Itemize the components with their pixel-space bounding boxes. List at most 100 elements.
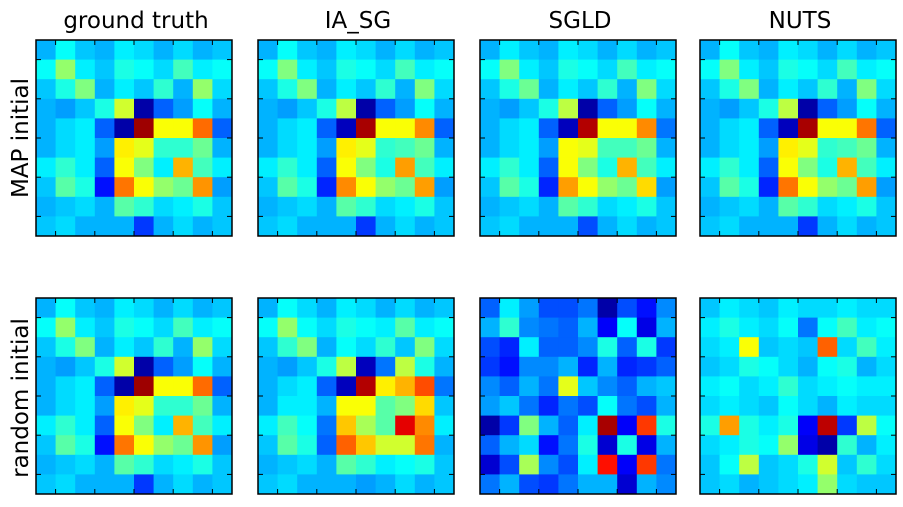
heatmap-cell (336, 216, 357, 237)
heatmap-cell (798, 79, 818, 100)
heatmap-cell (798, 356, 818, 377)
heatmap-cell (36, 376, 56, 397)
heatmap-cell (212, 40, 233, 60)
heatmap-cell (336, 59, 357, 80)
heatmap-cell (798, 98, 818, 119)
heatmap-cell (758, 216, 779, 237)
heatmap-cell (597, 396, 618, 416)
heatmap-cell (277, 157, 298, 178)
heatmap-cell (414, 356, 435, 377)
heatmap-cell (375, 79, 396, 100)
heatmap-cell (719, 396, 740, 416)
heatmap-cell (817, 118, 838, 139)
heatmap-cell (519, 40, 540, 60)
heatmap-cell (114, 98, 135, 119)
heatmap-cell (778, 118, 799, 139)
heatmap-cell (277, 196, 298, 217)
heatmap-cell (36, 415, 56, 436)
heatmap-cell (316, 79, 337, 100)
heatmap-cell (153, 157, 174, 178)
heatmap-cell (876, 59, 897, 80)
heatmap-cell (434, 298, 455, 318)
heatmap-cell (739, 40, 760, 60)
heatmap-cell (336, 376, 357, 397)
heatmap-cell (837, 435, 858, 456)
heatmap-cell (336, 474, 357, 495)
heatmap-cell (173, 376, 194, 397)
heatmap-cell (480, 79, 500, 100)
heatmap-cell (617, 118, 638, 139)
heatmap-cell (538, 59, 559, 80)
heatmap-cell (538, 216, 559, 237)
heatmap-cell (134, 59, 154, 80)
heatmap-cell (758, 138, 779, 158)
heatmap-cell (36, 196, 56, 217)
heatmap-cell (700, 118, 720, 139)
heatmap-cell (758, 118, 779, 139)
heatmap-cell (739, 177, 760, 198)
heatmap-cell (856, 177, 877, 198)
heatmap-cell (55, 118, 76, 139)
heatmap-cell (837, 415, 858, 436)
heatmap-cell (480, 474, 500, 495)
heatmap-cell (75, 157, 96, 178)
heatmap-cell (192, 317, 213, 338)
heatmap-cell (499, 415, 520, 436)
heatmap-cell (538, 454, 559, 475)
heatmap-cell (519, 356, 540, 377)
heatmap-cell (434, 376, 455, 397)
heatmap-cell (395, 79, 416, 100)
heatmap-cell (499, 40, 520, 60)
heatmap-cell (192, 396, 213, 416)
heatmap-cell (134, 317, 154, 338)
heatmap-cell (316, 396, 337, 416)
heatmap-cell (173, 216, 194, 237)
heatmap-cell (192, 59, 213, 80)
heatmap-cell (212, 317, 233, 338)
heatmap-cell (356, 59, 376, 80)
heatmap-cell (558, 317, 579, 338)
heatmap-cell (212, 298, 233, 318)
heatmap-cell (758, 157, 779, 178)
heatmap-cell (739, 415, 760, 436)
heatmap-cell (212, 157, 233, 178)
heatmap-cell (597, 356, 618, 377)
heatmap-cell (656, 138, 677, 158)
column-title-ia-sg: IA_SG (324, 8, 392, 34)
heatmap-cell (837, 157, 858, 178)
heatmap-cell (519, 59, 540, 80)
heatmap-cell (617, 216, 638, 237)
heatmap-cell (277, 474, 298, 495)
heatmap-cell (192, 98, 213, 119)
heatmap-cell (636, 196, 657, 217)
heatmap-cell (75, 317, 96, 338)
heatmap-cell (856, 435, 877, 456)
heatmap-cell (798, 396, 818, 416)
heatmap-cell (480, 396, 500, 416)
heatmap-cell (114, 356, 135, 377)
heatmap-cell (434, 435, 455, 456)
heatmap-cell (617, 177, 638, 198)
heatmap-cell (597, 474, 618, 495)
heatmap-cell (258, 177, 278, 198)
heatmap-cell (55, 376, 76, 397)
heatmap-cell (876, 337, 897, 358)
heatmap-cell (414, 454, 435, 475)
heatmap-cell (173, 435, 194, 456)
heatmap-cell (778, 177, 799, 198)
heatmap-cell (192, 216, 213, 237)
heatmap-cell (434, 40, 455, 60)
heatmap-cell (739, 98, 760, 119)
column-title-ground-truth: ground truth (63, 8, 209, 34)
heatmap-cell (519, 337, 540, 358)
heatmap-cell (837, 356, 858, 377)
heatmap-cell (258, 474, 278, 495)
heatmap-cell (316, 474, 337, 495)
heatmap-cell (153, 40, 174, 60)
heatmap-cell (414, 98, 435, 119)
heatmap-cell (876, 435, 897, 456)
heatmap-cell (114, 376, 135, 397)
panel-frame (479, 39, 677, 237)
heatmap-cell (578, 454, 598, 475)
heatmap-cell (739, 216, 760, 237)
